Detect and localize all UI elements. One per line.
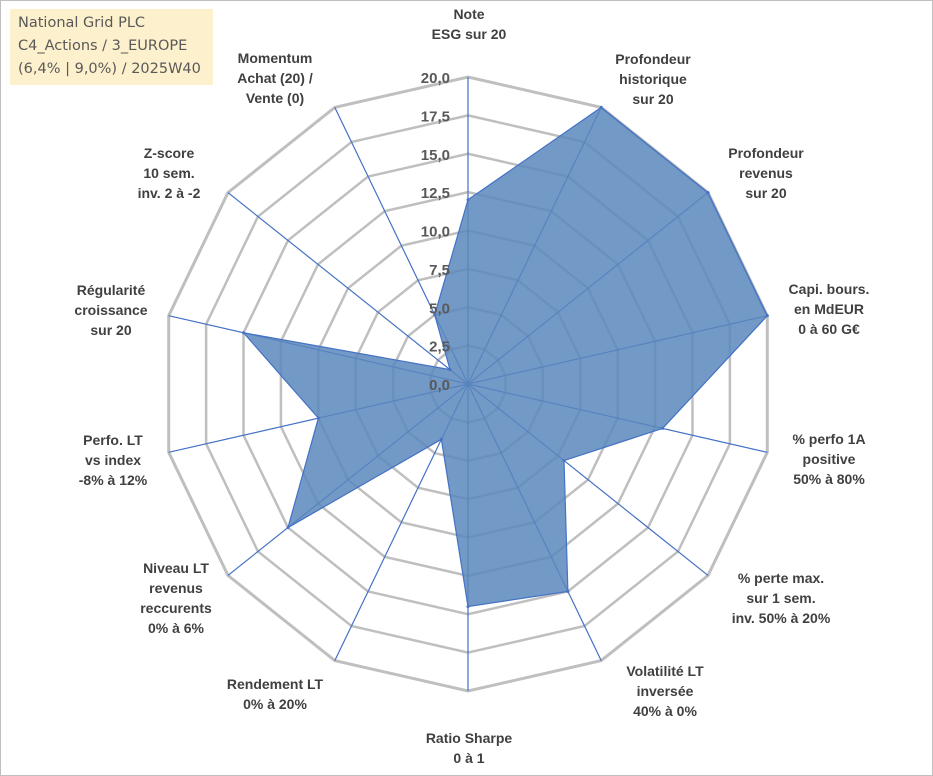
data-point — [439, 437, 443, 441]
axis-label-line: Profondeur — [615, 51, 691, 67]
axis-label: % perfo 1A positive 50% à 80% — [792, 431, 865, 487]
axis-label: Z-score 10 sem. inv. 2 à -2 — [138, 145, 201, 201]
tick-label: 0,0 — [429, 377, 450, 394]
axis-label-line: ESG sur 20 — [432, 26, 507, 42]
axis-label-line: 0% à 6% — [148, 620, 205, 636]
axis-label-line: positive — [803, 451, 856, 467]
data-point — [599, 105, 603, 109]
axis-label: Momentum Achat (20) / Vente (0) — [237, 50, 313, 106]
data-point — [706, 191, 710, 195]
axis-label-line: vs index — [85, 452, 141, 468]
axis-label-line: Rendement LT — [227, 676, 324, 692]
axis-label-line: reccurents — [140, 600, 212, 616]
data-point — [448, 368, 452, 372]
tick-label: 10,0 — [421, 224, 450, 241]
axis-label-line: sur 20 — [90, 322, 131, 338]
tick-label: 20,0 — [421, 70, 450, 87]
axis-label-line: Achat (20) / — [237, 70, 313, 86]
axis-label-line: 0 à 1 — [453, 750, 484, 766]
data-point — [316, 416, 320, 420]
radar-series — [242, 105, 769, 609]
axis-label: Perfo. LT vs index -8% à 12% — [79, 432, 148, 488]
radar-ticks: 0,0 2,5 5,0 7,5 10,0 12,5 15,0 17,5 20,0 — [421, 70, 450, 394]
axis-label-line: Perfo. LT — [83, 432, 143, 448]
data-point — [566, 589, 570, 593]
tick-label: 7,5 — [429, 262, 450, 279]
axis-label-line: Capi. bours. — [789, 281, 870, 297]
axis-label: Rendement LT 0% à 20% — [227, 676, 324, 712]
data-point — [466, 198, 470, 202]
axis-label-line: 50% à 80% — [793, 471, 865, 487]
tick-label: 12,5 — [421, 185, 450, 202]
axis-label-line: % perfo 1A — [792, 431, 865, 447]
data-point — [562, 459, 566, 463]
tick-label: 2,5 — [429, 339, 450, 356]
axis-label-line: 10 sem. — [143, 165, 194, 181]
axis-label-line: croissance — [74, 302, 147, 318]
axis-label: Régularité croissance sur 20 — [74, 282, 147, 338]
axis-label: Volatilité LT inversée 40% à 0% — [626, 663, 704, 719]
axis-label-line: Ratio Sharpe — [426, 730, 513, 746]
data-point — [242, 331, 246, 335]
chart-title-box: National Grid PLC C4_Actions / 3_EUROPE … — [10, 9, 213, 85]
axis-label-line: sur 20 — [745, 185, 786, 201]
axis-label-line: historique — [619, 71, 687, 87]
stats-line: (6,4% | 9,0%) / 2025W40 — [18, 61, 201, 77]
tick-label: 17,5 — [421, 108, 450, 125]
axis-label: Capi. bours. en MdEUR 0 à 60 G€ — [789, 281, 870, 337]
tick-label: 5,0 — [429, 300, 450, 317]
company-name: National Grid PLC — [18, 15, 146, 31]
axis-label: Niveau LT revenus reccurents 0% à 6% — [140, 560, 212, 636]
axis-label-line: inv. 2 à -2 — [138, 185, 201, 201]
tick-label: 15,0 — [421, 147, 450, 164]
axis-spoke — [227, 192, 469, 385]
axis-label: Profondeur revenus sur 20 — [728, 145, 804, 201]
axis-label-line: % perte max. — [738, 570, 824, 586]
axis-label-line: 40% à 0% — [633, 703, 697, 719]
data-point — [661, 426, 665, 430]
axis-label-line: Profondeur — [728, 145, 804, 161]
axis-label-line: inversée — [637, 683, 694, 699]
axis-label-line: Vente (0) — [246, 90, 304, 106]
axis-label-line: Z-score — [144, 145, 195, 161]
axis-label-line: sur 20 — [632, 91, 673, 107]
axis-label-line: Volatilité LT — [626, 663, 704, 679]
axis-label: Ratio Sharpe 0 à 1 — [426, 730, 513, 766]
data-point — [765, 314, 769, 318]
axis-label-line: 0% à 20% — [243, 696, 307, 712]
axis-label: % perte max. sur 1 sem. inv. 50% à 20% — [732, 570, 831, 626]
radar-axis-labels: Note ESG sur 20 Profondeur historique sur 20… — [74, 6, 869, 766]
axis-label-line: Niveau LT — [143, 560, 209, 576]
category-line: C4_Actions / 3_EUROPE — [18, 38, 188, 54]
data-point — [433, 313, 437, 317]
data-point — [466, 605, 470, 609]
axis-label: Note ESG sur 20 — [432, 6, 507, 42]
axis-label-line: sur 1 sem. — [746, 590, 815, 606]
axis-label-line: inv. 50% à 20% — [732, 610, 831, 626]
axis-label-line: 0 à 60 G€ — [798, 321, 860, 337]
axis-label-line: -8% à 12% — [79, 472, 148, 488]
axis-label-line: revenus — [149, 580, 203, 596]
axis-label-line: Régularité — [77, 282, 146, 298]
axis-label-line: en MdEUR — [794, 301, 864, 317]
axis-label-line: revenus — [739, 165, 793, 181]
axis-label-line: Note — [453, 6, 484, 22]
axis-label-line: Momentum — [238, 50, 313, 66]
data-point — [286, 526, 290, 530]
axis-label: Profondeur historique sur 20 — [615, 51, 691, 107]
